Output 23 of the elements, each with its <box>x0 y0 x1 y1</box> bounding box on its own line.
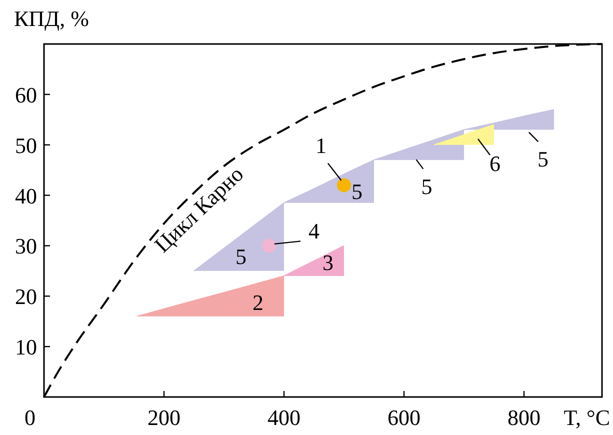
x-tick-label: 600 <box>388 405 420 430</box>
annotation: 1 <box>316 133 326 158</box>
annotation: 6 <box>490 151 500 176</box>
x-tick-label: 800 <box>508 405 540 430</box>
line-series <box>43 43 603 398</box>
y-tick-label: 60 <box>15 82 37 108</box>
y-tick-label: 40 <box>15 183 37 208</box>
annotation: 5 <box>538 146 548 172</box>
annotation: 5 <box>352 179 362 204</box>
y-tick-label: 50 <box>15 132 37 158</box>
annotation: 3 <box>322 250 334 275</box>
y-tick-label: 30 <box>15 234 37 259</box>
annotation: 4 <box>308 218 320 244</box>
y-tick-label: 20 <box>15 284 37 310</box>
x-tick-label: 0 <box>24 405 36 430</box>
annotation: 5 <box>421 174 432 199</box>
x-axis-title: T, °C <box>564 405 610 430</box>
x-tick-label: 200 <box>148 405 180 430</box>
y-axis-title: КПД, % <box>14 6 89 31</box>
y-tick-label: 10 <box>15 334 37 360</box>
x-tick-label: 400 <box>268 405 300 430</box>
annotation: 2 <box>252 290 264 315</box>
annotation: 5 <box>236 244 246 269</box>
